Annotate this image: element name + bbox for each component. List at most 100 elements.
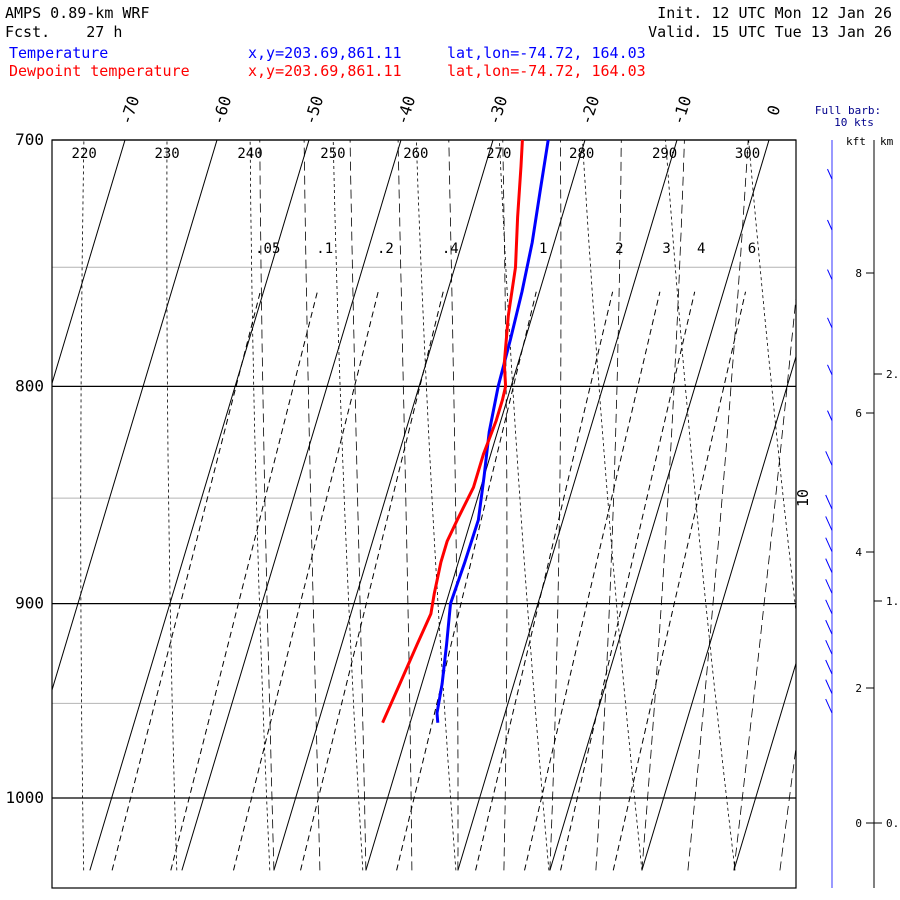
- moist-adiabat-15: [687, 140, 749, 871]
- legend-dewpoint-xy: x,y=203.69,861.11: [248, 62, 402, 80]
- isotherm-label-4: -30: [484, 94, 511, 127]
- wind-barb-16: [827, 219, 833, 231]
- mixing-ratio-label-2: .2: [377, 241, 394, 257]
- dry-adiabat-label-8: 300: [735, 146, 760, 162]
- legend-temperature-latlon: lat,lon=-74.72, 164.03: [447, 44, 646, 62]
- moist-adiabat-20: [733, 293, 796, 871]
- mixing-ratio-label-6: 3: [662, 241, 670, 257]
- pressure-tick-800: 800: [15, 376, 44, 395]
- dry-adiabat-280: [582, 140, 643, 871]
- valid-label: Valid.: [648, 23, 703, 41]
- mixing-ratio-line-1: [170, 291, 318, 871]
- init-value: 12 UTC Mon 12 Jan 26: [711, 4, 892, 22]
- moist-adiabat--30: [259, 140, 275, 871]
- kft-tick-2: 2: [855, 682, 862, 695]
- dry-adiabat-270: [498, 140, 550, 871]
- pressure-tick-900: 900: [15, 594, 44, 613]
- wind-barb-0: [825, 698, 833, 714]
- dry-adiabat-label-7: 290: [652, 146, 677, 162]
- fcst-value: 27 h: [86, 23, 123, 41]
- isotherm-label-6: -10: [668, 94, 695, 127]
- km-axis-label: km: [880, 135, 894, 148]
- mixing-ratio-line-0: [111, 291, 261, 871]
- dry-adiabat-250: [332, 140, 364, 871]
- barb-caption-line1: Full barb:: [815, 104, 881, 117]
- mixing-ratio-label-3: .4: [442, 241, 459, 257]
- valid-line: Valid. 15 UTC Tue 13 Jan 26: [648, 23, 892, 41]
- dry-adiabat-label-1: 230: [154, 146, 179, 162]
- wind-barb-3: [825, 639, 833, 655]
- dry-adiabat-230: [166, 140, 178, 871]
- mixing-ratio-label-8: 6: [748, 241, 756, 257]
- legend-dewpoint-name: Dewpoint temperature: [9, 62, 190, 80]
- wind-barb-4: [825, 619, 833, 635]
- moist-adiabat--15: [397, 140, 413, 871]
- wind-barb-13: [827, 364, 833, 375]
- legend-dewpoint-latlon: lat,lon=-74.72, 164.03: [447, 62, 646, 80]
- isotherm-label-5: -20: [576, 94, 603, 127]
- kft-tick-4: 4: [855, 546, 862, 559]
- mixing-ratio-label-7: 4: [697, 241, 705, 257]
- mixing-ratio-line-5: [475, 291, 614, 871]
- wind-barb-17: [827, 168, 833, 180]
- fcst-label: Fcst.: [5, 23, 51, 41]
- legend-temperature-xy: x,y=203.69,861.11: [248, 44, 402, 62]
- isotherm-label-2: -50: [300, 94, 327, 127]
- wind-barb-2: [825, 659, 833, 675]
- isotherm-30: [826, 0, 900, 870]
- wind-barb-10: [825, 494, 833, 510]
- wind-barb-6: [825, 579, 833, 594]
- mixing-ratio-line-6: [524, 291, 661, 871]
- dry-adiabat-300: [748, 140, 796, 616]
- valid-value: 15 UTC Tue 13 Jan 26: [711, 23, 892, 41]
- isotherm-0: [549, 140, 770, 871]
- dry-adiabat-290: [665, 140, 736, 871]
- moist-adiabat--25: [303, 140, 321, 871]
- init-line: Init. 12 UTC Mon 12 Jan 26: [657, 4, 892, 22]
- moist-adiabat-10: [641, 140, 685, 871]
- legend-temperature-name: Temperature: [9, 44, 109, 62]
- pressure-tick-700: 700: [15, 130, 44, 149]
- wind-barb-1: [825, 679, 833, 694]
- isotherm--70: [52, 140, 126, 386]
- dry-adiabat-label-6: 280: [569, 146, 594, 162]
- kft-tick-0: 0: [855, 817, 862, 830]
- temperature-profile: [435, 139, 550, 723]
- mixing-ratio-line-8: [612, 291, 747, 871]
- dry-adiabat-210: [0, 0, 11, 870]
- wind-barb-7: [825, 558, 833, 573]
- wind-barb-15: [827, 269, 833, 280]
- isotherm-label-3: -40: [392, 94, 419, 127]
- dry-adiabat-310: [806, 0, 900, 870]
- wind-barb-14: [827, 317, 833, 328]
- wind-barb-11: [825, 451, 833, 466]
- isotherm-label-1: -60: [208, 94, 235, 127]
- isotherm-20: [733, 661, 796, 871]
- isotherm--30: [273, 140, 494, 871]
- dry-adiabat-label-0: 220: [72, 146, 97, 162]
- kft-axis-label: kft: [846, 135, 866, 148]
- kft-tick-8: 8: [855, 267, 862, 280]
- moist-adiabat--5: [502, 140, 508, 871]
- mixing-ratio-line-7: [560, 291, 696, 871]
- moist-adiabat-25: [779, 744, 796, 871]
- model-title: AMPS 0.89-km WRF: [5, 4, 150, 22]
- isotherm--50: [89, 140, 310, 871]
- moist-adiabat-35: [872, 0, 900, 870]
- forecast-line: Fcst. 27 h: [5, 23, 122, 41]
- isotherm--60: [52, 140, 218, 692]
- dry-adiabat-240: [249, 140, 271, 871]
- km-tick-1: 1.: [886, 595, 899, 608]
- mixing-ratio-label-1: .1: [316, 241, 333, 257]
- mixing-ratio-label-5: 2: [615, 241, 623, 257]
- dry-adiabat-label-3: 250: [320, 146, 345, 162]
- km-tick-2: 2.: [886, 368, 899, 381]
- wind-barb-12: [827, 410, 833, 421]
- dewpoint-profile: [381, 139, 524, 724]
- plot-frame: [51, 139, 797, 889]
- wind-barb-8: [825, 537, 833, 552]
- dry-adiabat-label-2: 240: [237, 146, 262, 162]
- mixing-ratio-label-4: 1: [539, 241, 547, 257]
- isotherm-10: [641, 354, 796, 871]
